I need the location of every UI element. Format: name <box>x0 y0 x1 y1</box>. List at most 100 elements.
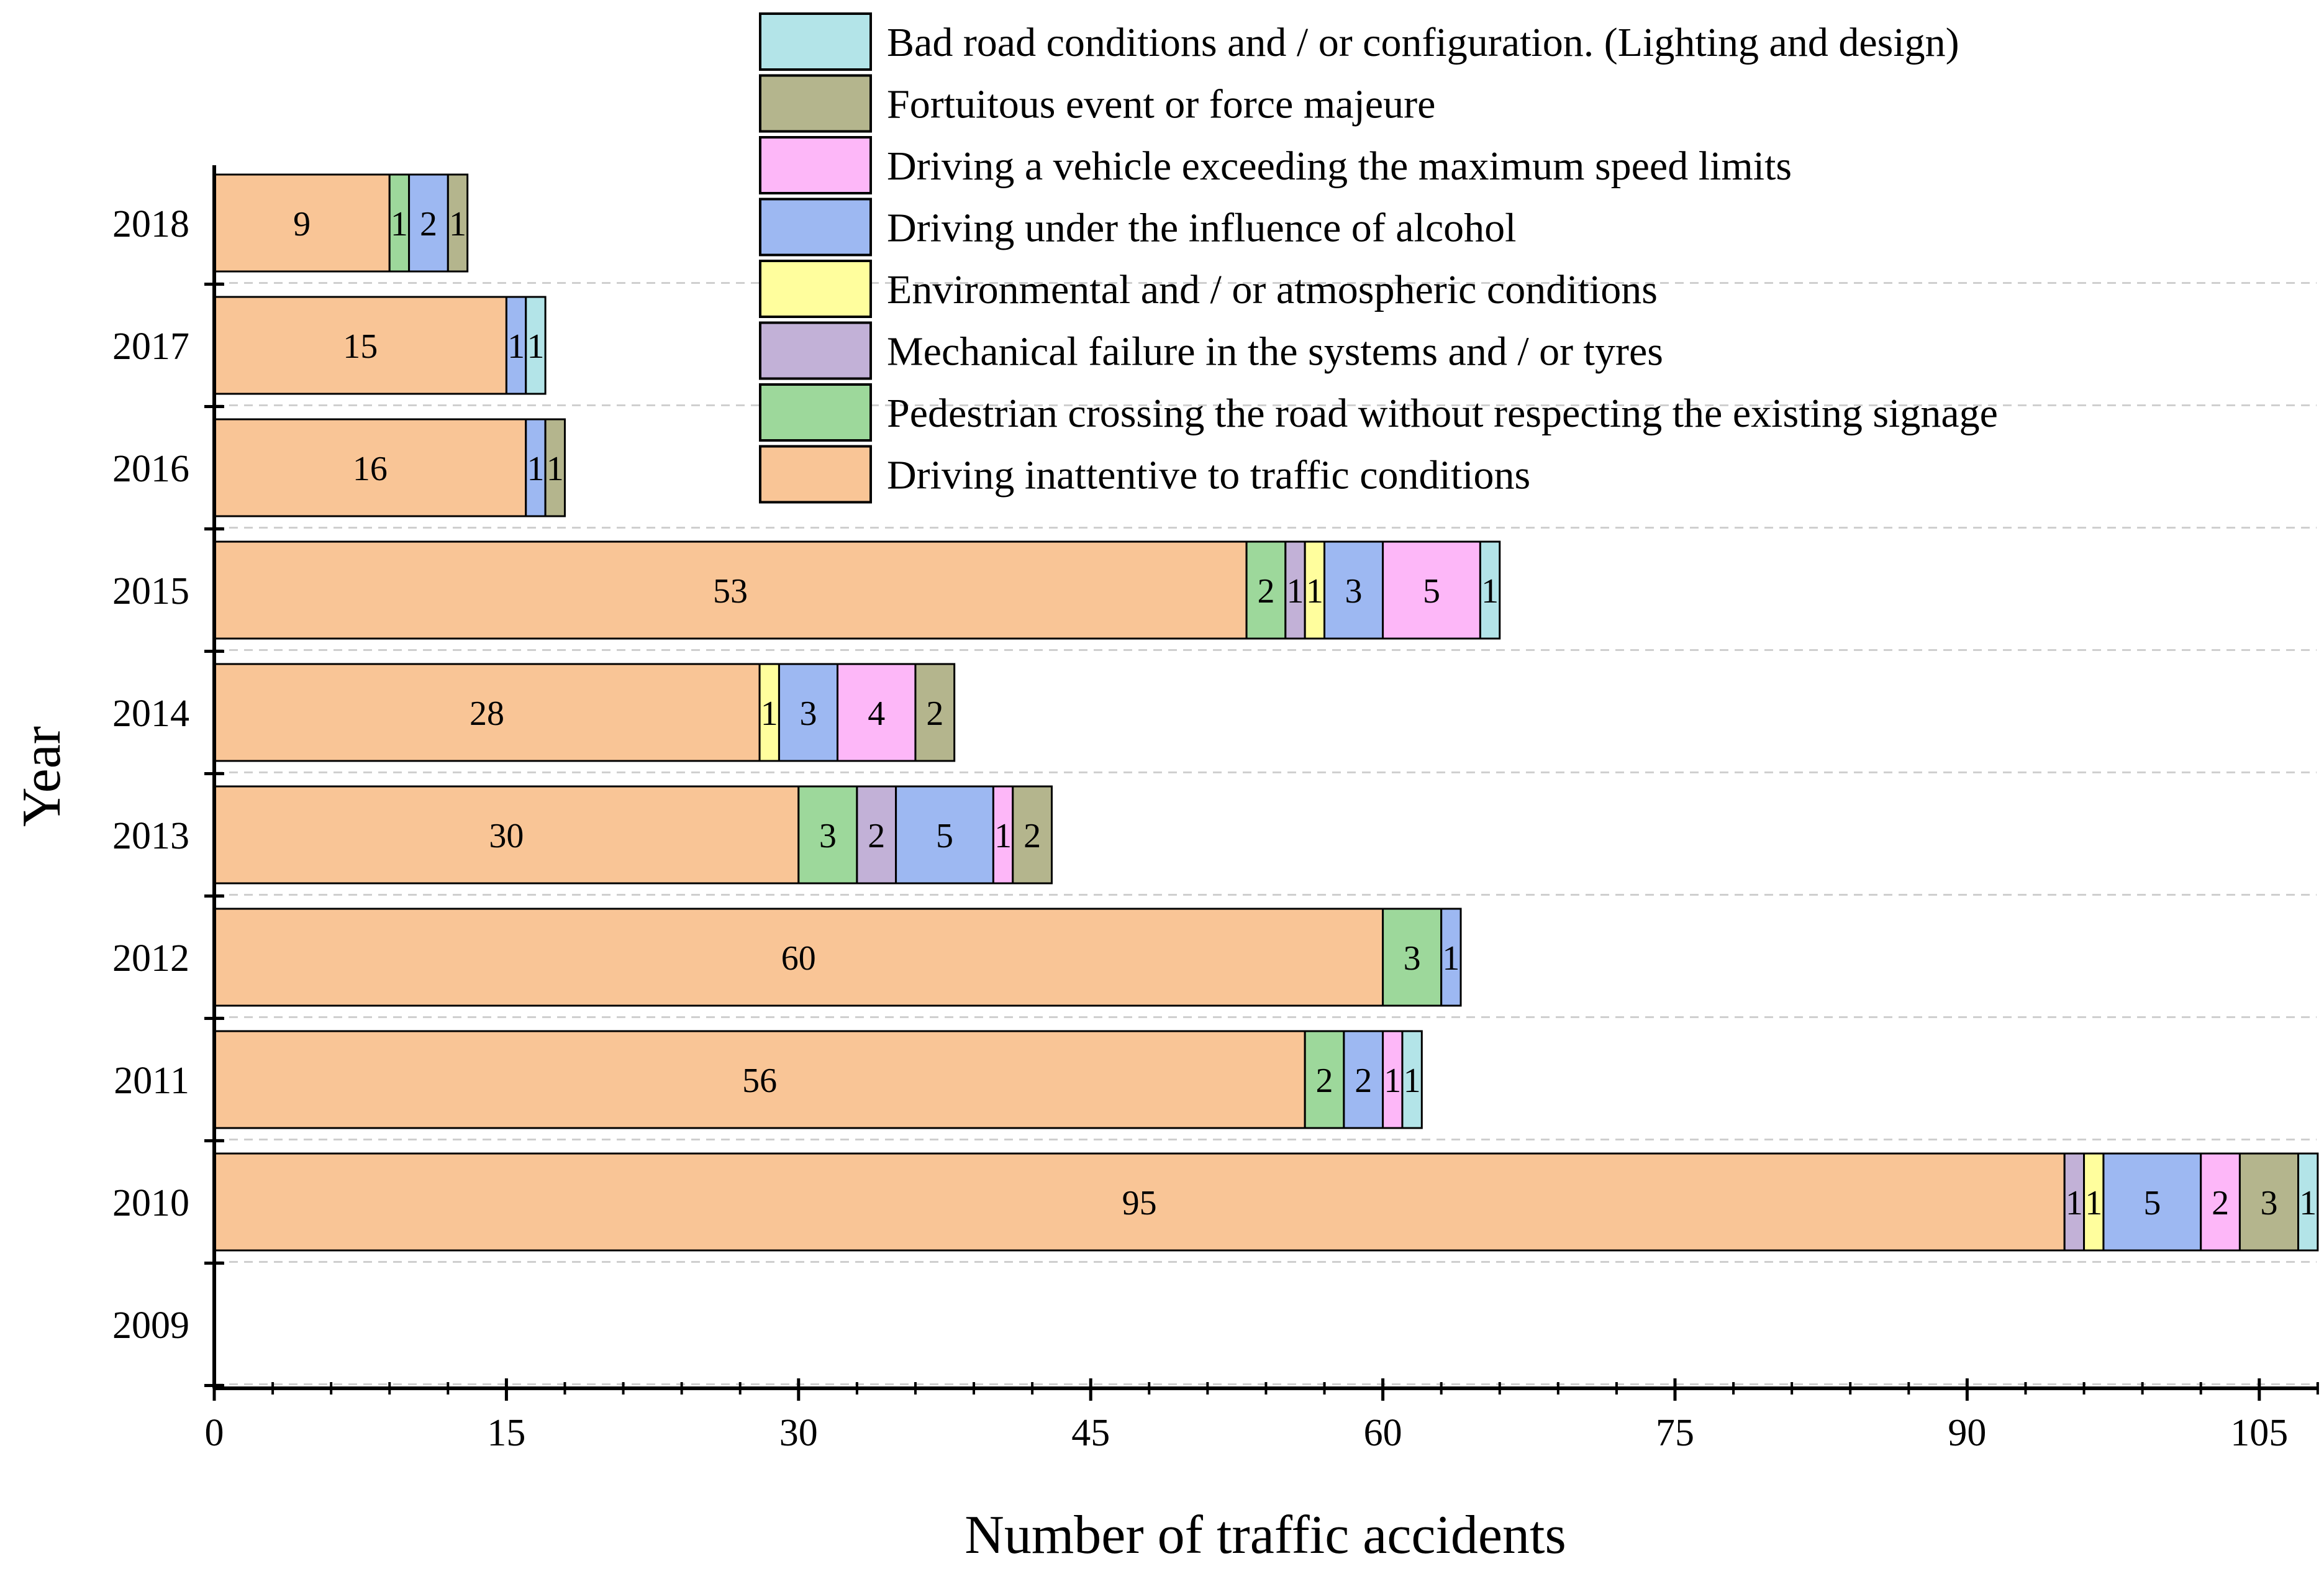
legend-label: Mechanical failure in the systems and / … <box>887 329 1663 375</box>
segment-value-label: 1 <box>761 694 778 733</box>
axis-ticks: 2009201020112012201320142015201620172018… <box>112 203 2319 1454</box>
segment-value-label: 5 <box>1423 572 1440 611</box>
segment-value-label: 1 <box>507 327 525 366</box>
y-tick-label: 2015 <box>112 570 189 612</box>
legend-label: Driving under the influence of alcohol <box>887 206 1517 251</box>
x-tick-label: 105 <box>2230 1412 2288 1454</box>
bar-segment <box>525 418 547 517</box>
bar-segment <box>2297 1152 2319 1252</box>
bar-segment <box>213 418 527 517</box>
segment-value-label: 1 <box>1404 1062 1421 1100</box>
x-axis-title: Number of traffic accidents <box>965 1505 1566 1565</box>
legend-swatch <box>759 383 872 442</box>
segment-value-label: 56 <box>742 1062 777 1100</box>
segment-value-label: 3 <box>1404 939 1421 978</box>
segment-value-label: 1 <box>1442 939 1459 978</box>
bar-segment <box>1440 908 1462 1007</box>
bar-segment <box>1304 1030 1345 1129</box>
segment-value-label: 3 <box>799 694 817 733</box>
x-tick-label: 90 <box>1948 1412 1986 1454</box>
legend-swatch <box>759 321 872 380</box>
bar-segment <box>797 785 858 885</box>
legend-swatch <box>759 136 872 194</box>
y-tick-label: 2009 <box>112 1304 189 1347</box>
segment-value-label: 3 <box>2260 1184 2277 1222</box>
bar-segment <box>914 663 956 762</box>
bar-segment <box>1245 540 1287 640</box>
segment-value-label: 2 <box>868 817 885 855</box>
legend: Bad road conditions and / or configurati… <box>759 12 1998 504</box>
segment-value-label: 95 <box>1122 1184 1157 1222</box>
segment-value-label: 1 <box>1286 572 1304 611</box>
segment-value-label: 1 <box>527 450 544 488</box>
legend-swatch <box>759 260 872 318</box>
bar-segment <box>1401 1030 1423 1129</box>
x-tick-label: 0 <box>205 1412 224 1454</box>
legend-label: Pedestrian crossing the road without res… <box>887 391 1998 436</box>
bar-segment <box>2102 1152 2202 1252</box>
legend-swatch <box>759 198 872 257</box>
bar-segment <box>1323 540 1384 640</box>
segment-value-label: 2 <box>2212 1184 2229 1222</box>
bar-segment <box>1343 1030 1384 1129</box>
bar-segment <box>213 785 800 885</box>
legend-swatch <box>759 74 872 133</box>
legend-label: Fortuitous event or force majeure <box>887 82 1435 127</box>
segment-value-label: 2 <box>420 205 437 243</box>
segment-value-label: 5 <box>936 817 953 855</box>
x-tick-label: 30 <box>779 1412 818 1454</box>
x-tick-label: 45 <box>1071 1412 1110 1454</box>
legend-swatch <box>759 12 872 71</box>
segment-value-label: 9 <box>293 205 311 243</box>
segment-value-label: 3 <box>819 817 837 855</box>
bar-segment <box>2063 1152 2086 1252</box>
segment-value-label: 1 <box>2299 1184 2317 1222</box>
x-tick-label: 60 <box>1364 1412 1402 1454</box>
grid-lines <box>214 282 2317 1385</box>
segment-value-label: 1 <box>547 450 564 488</box>
bar-segment <box>1012 785 1053 885</box>
bar-segment <box>2238 1152 2300 1252</box>
segment-value-label: 1 <box>391 205 408 243</box>
segment-value-label: 1 <box>994 817 1012 855</box>
y-tick-label: 2017 <box>112 325 189 368</box>
bar-segment <box>525 296 547 395</box>
segment-value-label: 2 <box>1355 1062 1372 1100</box>
bar-segment <box>408 173 449 273</box>
legend-swatch <box>759 445 872 504</box>
y-tick-label: 2013 <box>112 815 189 857</box>
segment-value-label: 30 <box>489 817 524 855</box>
bar-segment <box>837 663 917 762</box>
bar-segment <box>2200 1152 2241 1252</box>
bar-segment <box>895 785 994 885</box>
segment-value-label: 1 <box>449 205 466 243</box>
segment-value-label: 4 <box>868 694 885 733</box>
legend-label: Environmental and / or atmospheric condi… <box>887 267 1658 312</box>
y-tick-label: 2012 <box>112 937 189 980</box>
segment-value-label: 16 <box>353 450 388 488</box>
segment-value-label: 2 <box>1257 572 1274 611</box>
segment-value-label: 15 <box>343 327 378 366</box>
segment-value-label: 2 <box>1024 817 1041 855</box>
bar-segments <box>213 173 2319 1252</box>
bar-segment <box>544 418 566 517</box>
segment-value-label: 28 <box>470 694 504 733</box>
bar-segment <box>1479 540 1501 640</box>
bar-segment <box>1382 540 1481 640</box>
bar-segment <box>992 785 1014 885</box>
segment-value-label: 1 <box>527 327 544 366</box>
y-tick-label: 2016 <box>112 448 189 490</box>
legend-label: Bad road conditions and / or configurati… <box>887 20 1959 65</box>
segment-value-label: 5 <box>2143 1184 2161 1222</box>
segment-labels: 95 1 1 5 2 3 156 2 2 1 160 3 130 3 2 5 1 228 1 3 4 253 2 1 1 3 5 11… <box>293 205 2317 1222</box>
bar-segment <box>213 173 391 273</box>
legend-label: Driving a vehicle exceeding the maximum … <box>887 143 1792 189</box>
y-tick-label: 2014 <box>112 693 189 735</box>
segment-value-label: 2 <box>1316 1062 1333 1100</box>
bar-segment <box>1382 908 1443 1007</box>
segment-value-label: 1 <box>1384 1062 1401 1100</box>
segment-value-label: 1 <box>1306 572 1323 611</box>
bar-segment <box>213 663 761 762</box>
segment-value-label: 1 <box>2066 1184 2083 1222</box>
